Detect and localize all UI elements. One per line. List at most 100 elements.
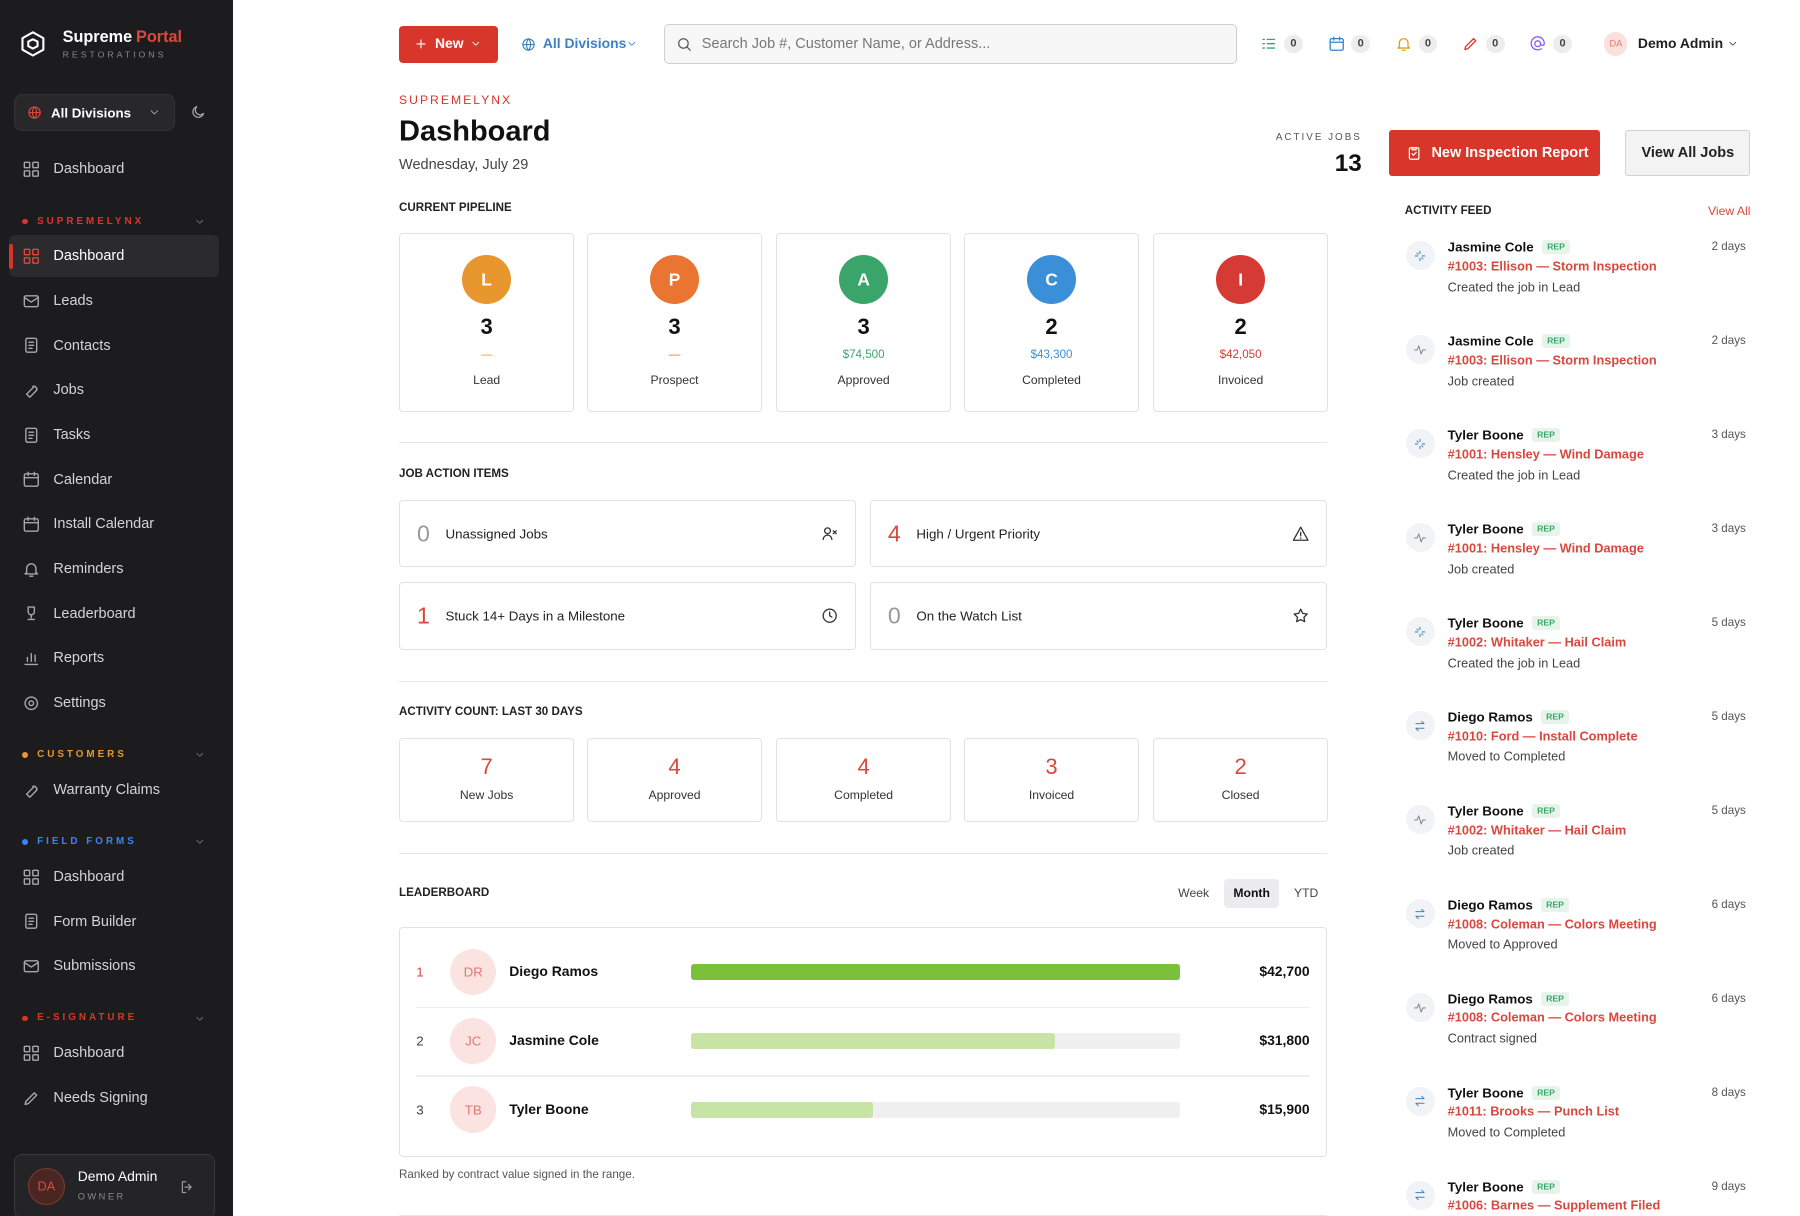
count[interactable]: 0 [1424,37,1432,50]
feed-user[interactable]: Tyler Boone [1447,521,1524,537]
action-card[interactable] [870,499,1328,568]
feed-icon-shape [1414,345,1427,355]
action-icon [1293,608,1308,623]
nav-item[interactable]: Leaderboard [53,605,136,622]
count[interactable]: 0 [1492,37,1499,50]
nav-icon-shape [27,614,36,621]
stage-card[interactable] [399,233,575,412]
nav-item[interactable]: Leads [53,292,93,309]
nav-item[interactable]: Needs Signing [53,1089,148,1106]
toolbar-icon [1329,36,1344,52]
feed-user[interactable]: Tyler Boone [1447,427,1524,443]
feed-view-all[interactable]: View All [1708,204,1751,219]
division-label[interactable]: All Divisions [51,104,132,120]
count-card [963,737,1140,823]
nav-item[interactable]: Dashboard [53,1045,125,1062]
count[interactable]: 0 [1290,37,1297,50]
primary-label[interactable]: New Inspection Report [1431,144,1589,161]
nav-item[interactable]: Form Builder [53,913,137,930]
nav-item[interactable]: Dashboard [53,868,125,885]
nav-item[interactable]: Reports [53,650,105,667]
feed-user[interactable]: Jasmine Cole [1447,239,1534,255]
role-label: REP [1546,993,1564,1004]
section-title[interactable]: FIELD FORMS [37,836,137,848]
count[interactable]: 0 [1357,37,1364,50]
feed-job[interactable]: #1002: Whitaker — Hail Claim [1447,634,1627,650]
nav-item[interactable]: Contacts [53,337,111,354]
stage-value: $74,500 [842,348,885,362]
feed-job[interactable]: #1010: Ford — Install Complete [1447,728,1638,744]
feed-job[interactable]: #1011: Brooks — Punch List [1447,1104,1620,1120]
nav-icon-shape [27,606,36,616]
nav-icon [23,294,39,308]
nav-item[interactable]: Warranty Claims [53,781,160,798]
search[interactable] [663,24,1237,64]
nav-item[interactable]: Dashboard [53,161,125,178]
feed-user[interactable]: Tyler Boone [1447,615,1524,631]
tab[interactable]: YTD [1293,886,1319,901]
feed-user[interactable]: Diego Ramos [1447,709,1533,725]
nav-item[interactable]: Dashboard [53,248,125,265]
new-label[interactable]: New [435,35,464,52]
nav-item[interactable]: Reminders [53,560,124,577]
toolbar-icon-shape [1397,38,1411,50]
nav-icon-shape [28,917,35,926]
tab[interactable]: Week [1178,886,1210,901]
feed-icon-bg [1405,1086,1435,1116]
tab[interactable]: Month [1233,886,1270,901]
stage-card[interactable] [776,233,952,412]
feed-icon [1414,814,1427,825]
nav-item[interactable]: Install Calendar [53,516,155,533]
section-chevron [196,753,203,758]
feed-user[interactable]: Diego Ramos [1447,897,1533,913]
top-user[interactable]: Demo Admin [1637,35,1724,52]
role-badge [1541,991,1569,1006]
divider [399,852,1328,854]
rank-initials: TB [464,1101,482,1117]
nav-item[interactable]: Jobs [53,382,84,399]
count[interactable]: 0 [1559,37,1566,50]
section-title[interactable]: E-SIGNATURE [37,1012,138,1024]
secondary-button[interactable] [1625,129,1751,177]
feed-job[interactable]: #1006: Barnes — Supplement Filed [1447,1198,1661,1214]
feed-job[interactable]: #1008: Coleman — Colors Meeting [1447,1010,1657,1026]
rank: 2 [416,1033,424,1049]
action-card[interactable] [399,582,857,650]
section-title[interactable]: CUSTOMERS [37,749,127,761]
stage-label: Completed [1022,373,1081,388]
feed-job[interactable]: #1003: Ellison — Storm Inspection [1447,352,1657,368]
stage-card[interactable] [586,233,763,412]
feed-job[interactable]: #1003: Ellison — Storm Inspection [1447,258,1657,274]
rank-avatar [450,1017,497,1065]
division-filter[interactable]: All Divisions [542,35,627,52]
feed-job[interactable]: #1002: Whitaker — Hail Claim [1447,822,1627,838]
feed-job[interactable]: #1001: Hensley — Wind Damage [1447,446,1644,462]
stage-card[interactable] [963,233,1140,412]
stage-card[interactable] [1153,233,1329,412]
nav-item[interactable]: Submissions [53,958,136,975]
nav-active [9,235,220,278]
section-title[interactable]: SUPREMELYNX [37,215,145,227]
action-card[interactable] [870,582,1328,650]
feed-user[interactable]: Jasmine Cole [1447,333,1534,349]
rank-initials: DR [463,964,483,980]
feed-user[interactable]: Tyler Boone [1447,803,1524,819]
feed-user[interactable]: Tyler Boone [1447,1179,1524,1194]
nav-item[interactable]: Calendar [53,471,113,488]
toolbar-icon [1530,36,1546,51]
new-chevron-shape [472,42,479,46]
secondary-label[interactable]: View All Jobs [1641,144,1735,161]
feed-user[interactable]: Diego Ramos [1447,991,1533,1007]
feed-job[interactable]: #1008: Coleman — Colors Meeting [1447,916,1657,932]
nav-item[interactable]: Settings [53,694,106,711]
feed-text: Moved to Approved [1447,937,1558,953]
feed-user[interactable]: Tyler Boone [1447,1085,1524,1101]
action-card[interactable] [399,499,857,568]
nav-item[interactable]: Tasks [53,426,91,443]
count-value: 3 [1045,753,1058,779]
feed-job[interactable]: #1001: Hensley — Wind Damage [1447,540,1644,556]
count-badge [1351,34,1370,54]
new-button[interactable] [399,25,498,63]
primary-button[interactable] [1388,129,1600,177]
brand-sub: RESTORATIONS [62,49,167,60]
